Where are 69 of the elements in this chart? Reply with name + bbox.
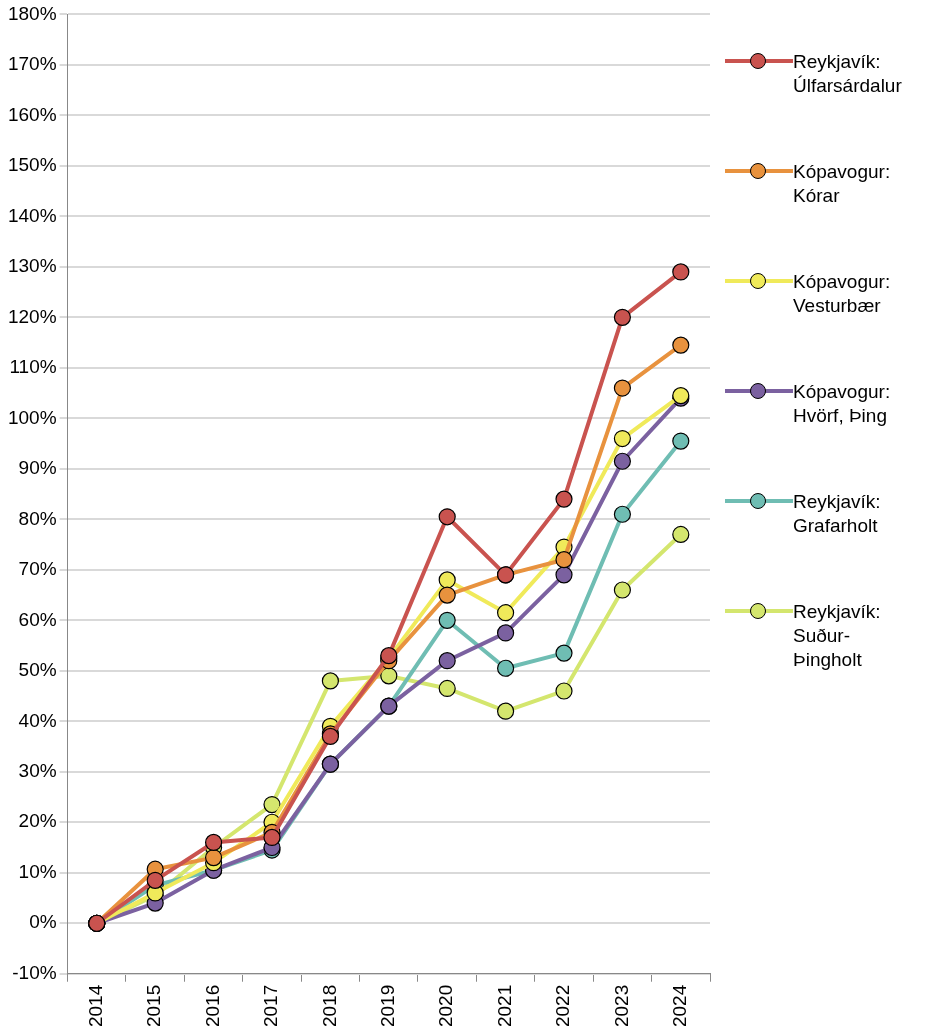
legend-label: Reykjavík: Suður-Þingholt <box>793 600 882 672</box>
point <box>205 833 223 852</box>
point <box>438 586 456 604</box>
point <box>613 429 631 448</box>
y-tick-label: 140% <box>7 204 57 226</box>
point <box>672 525 690 544</box>
y-tick-label: 120% <box>7 305 57 327</box>
x-tick-label: 2018 <box>318 984 340 1028</box>
y-tick-label: 90% <box>18 457 57 479</box>
point <box>613 505 631 523</box>
y-tick-label: 10% <box>18 860 57 882</box>
y-tick-label: -10% <box>12 961 57 983</box>
point <box>497 702 515 720</box>
point <box>205 849 223 867</box>
legend-label: Kópavogur: Kórar <box>793 160 892 208</box>
point <box>555 644 573 662</box>
point <box>497 659 515 677</box>
y-tick-label: 80% <box>18 507 57 529</box>
y-tick-label: 40% <box>18 709 57 731</box>
point <box>497 604 515 622</box>
point <box>146 871 164 889</box>
point <box>263 828 281 847</box>
x-tick-label: 2014 <box>85 984 107 1028</box>
x-tick-label: 2015 <box>143 984 165 1028</box>
point <box>497 624 515 642</box>
y-tick-label: 150% <box>7 154 57 176</box>
point <box>380 667 398 685</box>
x-tick-label: 2022 <box>552 984 574 1028</box>
y-tick-label: 30% <box>18 760 57 781</box>
point <box>555 682 573 700</box>
x-tick-label: 2024 <box>669 984 691 1028</box>
point <box>613 581 631 599</box>
point <box>672 432 690 450</box>
x-tick-label: 2021 <box>493 984 515 1028</box>
point <box>438 652 456 670</box>
point <box>613 379 631 397</box>
y-tick-label: 0% <box>29 911 57 933</box>
legend-label: Kópavogur: Vesturbær <box>793 270 892 318</box>
legend-label: Kópavogur: Hvörf, Þing <box>793 380 892 428</box>
x-tick-label: 2020 <box>435 984 457 1028</box>
y-tick-label: 180% <box>7 2 57 24</box>
point <box>555 551 573 569</box>
point <box>672 336 690 354</box>
y-tick-label: 20% <box>18 810 57 832</box>
y-tick-label: 130% <box>7 255 57 277</box>
y-tick-label: 170% <box>7 53 57 75</box>
y-tick-label: 110% <box>9 356 57 378</box>
point <box>321 672 339 690</box>
point <box>438 679 456 698</box>
point <box>613 452 631 470</box>
point <box>555 566 573 584</box>
x-tick-label: 2016 <box>201 984 223 1028</box>
y-tick-label: 50% <box>18 659 57 681</box>
y-tick-label: 60% <box>18 608 57 630</box>
legend-label: Reykjavík: Úlfarsárdalur <box>793 50 903 98</box>
x-tick-label: 2023 <box>610 984 632 1028</box>
point <box>263 795 281 814</box>
point <box>555 490 573 508</box>
point <box>672 263 690 281</box>
x-tick-label: 2019 <box>377 984 399 1028</box>
legend-label: Reykjavík: Grafarholt <box>793 490 882 538</box>
point <box>438 571 456 589</box>
x-tick-label: 2017 <box>260 984 282 1028</box>
y-tick-label: 100% <box>7 406 57 428</box>
point <box>438 508 456 526</box>
y-tick-label: 160% <box>7 103 57 125</box>
y-tick-label: 70% <box>18 558 57 580</box>
point <box>613 308 631 326</box>
point <box>438 611 456 629</box>
